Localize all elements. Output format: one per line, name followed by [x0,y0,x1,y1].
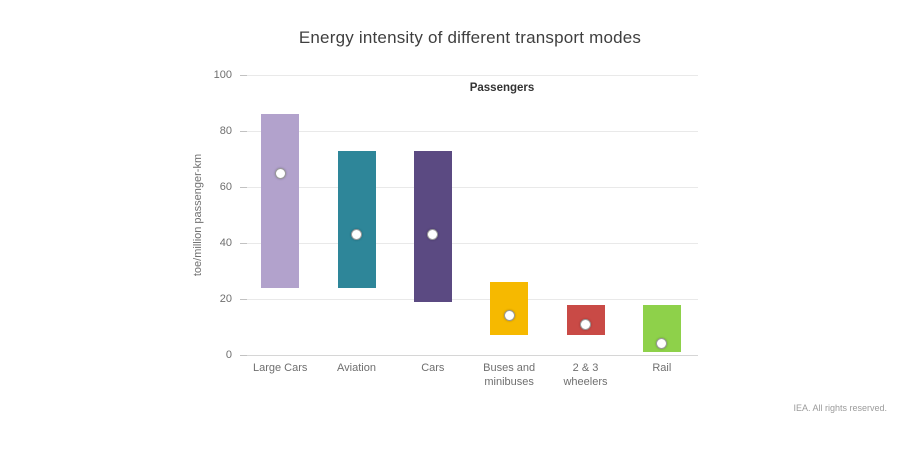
range-bar-aviation[interactable] [337,150,376,288]
range-bar-large-cars[interactable] [261,114,300,288]
tick-mark-0 [240,355,247,356]
x-label-cars: Cars [421,362,445,374]
chart-title: Energy intensity of different transport … [298,28,642,47]
tick-mark-20 [240,299,247,300]
average-dot-large-cars[interactable] [274,167,286,179]
y-tick-label-20: 20 [219,293,232,305]
y-axis-tick-labels: 0 20 40 60 80 100 [190,69,232,361]
y-tick-label-0: 0 [225,349,232,361]
gridline-80 [240,131,698,132]
gridline-60 [240,187,698,188]
average-dot-2-3-wheelers[interactable] [580,318,591,330]
tick-mark-60 [240,187,247,188]
y-tick-label-80: 80 [219,125,232,137]
copyright-note: IEA. All rights reserved. [793,403,887,413]
group-label-passengers: Passengers [469,82,535,94]
range-bar-buses-and-minibuses[interactable] [490,282,529,336]
average-dot-rail[interactable] [656,338,668,350]
x-label-rail: Rail [652,362,672,374]
tick-mark-80 [240,131,247,132]
x-label-2-3-wheelers: 2 & 3 wheelers [563,362,608,388]
x-axis-labels: Large Cars Aviation Cars Buses and minibuse… [240,361,698,397]
gridline-100 [240,75,698,76]
gridline-0 [240,355,698,356]
average-dot-buses-and-minibuses[interactable] [503,310,515,322]
x-label-aviation: Aviation [337,362,376,374]
range-bar-cars[interactable] [413,150,452,302]
x-label-large-cars: Large Cars [252,362,308,374]
gridline-20 [240,299,698,300]
average-dot-cars[interactable] [427,229,439,241]
y-tick-label-60: 60 [219,181,232,193]
gridline-40 [240,243,698,244]
x-label-buses-and-minibuses: Buses and minibuses [483,362,536,388]
tick-mark-100 [240,75,247,76]
average-dot-aviation[interactable] [351,229,362,241]
y-tick-label-40: 40 [219,237,232,249]
y-tick-label-100: 100 [213,69,232,81]
tick-mark-40 [240,243,247,244]
plot-area [240,75,698,356]
